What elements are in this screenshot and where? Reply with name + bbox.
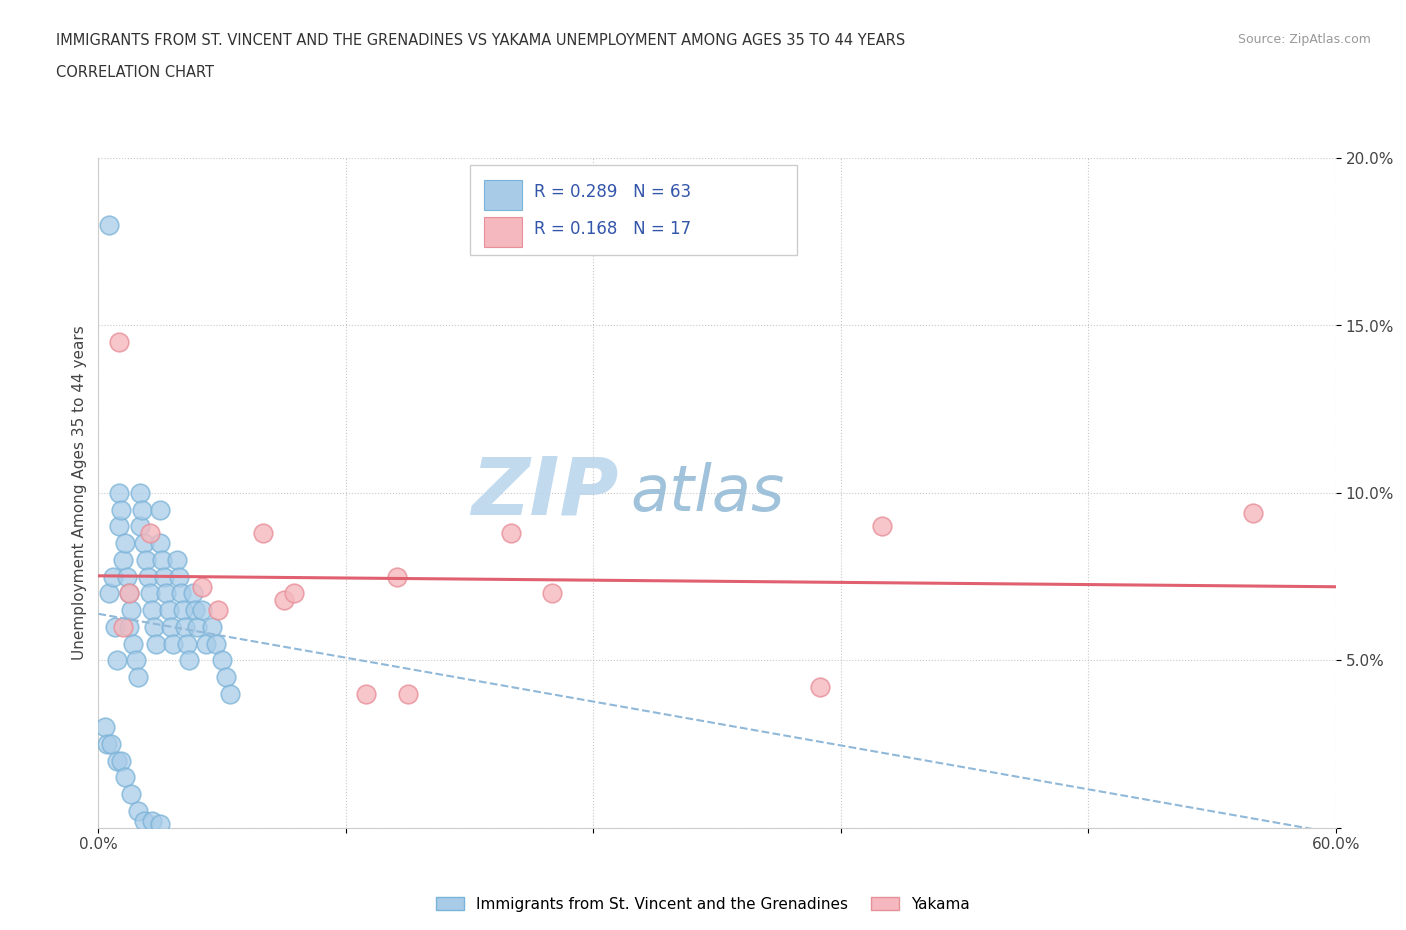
Point <box>114 770 136 785</box>
Point <box>153 569 176 584</box>
Point <box>172 603 194 618</box>
Point <box>159 619 181 634</box>
Point <box>149 817 172 831</box>
Point <box>176 636 198 651</box>
Point <box>541 586 564 601</box>
Point <box>132 536 155 551</box>
Point <box>128 519 150 534</box>
Point <box>149 536 172 551</box>
Point <box>174 619 197 634</box>
Point <box>179 653 201 668</box>
Point <box>122 636 145 651</box>
Point <box>150 552 173 567</box>
Point <box>118 586 141 601</box>
Point <box>252 525 274 540</box>
Text: Source: ZipAtlas.com: Source: ZipAtlas.com <box>1237 33 1371 46</box>
Point <box>211 653 233 668</box>
Point <box>215 670 238 684</box>
Point <box>110 753 132 768</box>
Point <box>120 787 142 802</box>
Point <box>499 525 522 540</box>
Point <box>139 586 162 601</box>
Point <box>167 569 190 584</box>
Point <box>101 569 124 584</box>
Point <box>356 686 378 701</box>
Point <box>387 569 409 584</box>
FancyBboxPatch shape <box>470 165 797 255</box>
Point <box>112 619 135 634</box>
Point <box>186 619 208 634</box>
Point <box>127 670 149 684</box>
Legend: Immigrants from St. Vincent and the Grenadines, Yakama: Immigrants from St. Vincent and the Gren… <box>430 890 976 918</box>
Point <box>110 502 132 517</box>
Text: CORRELATION CHART: CORRELATION CHART <box>56 65 214 80</box>
Point <box>104 619 127 634</box>
Point <box>870 519 893 534</box>
Point <box>114 536 136 551</box>
Point <box>135 552 157 567</box>
Bar <box>485 217 522 247</box>
Point <box>143 619 166 634</box>
Text: ZIP: ZIP <box>471 454 619 532</box>
Point <box>117 569 139 584</box>
Text: R = 0.168   N = 17: R = 0.168 N = 17 <box>534 220 692 238</box>
Point <box>141 814 163 829</box>
Point <box>120 603 142 618</box>
Point <box>149 502 172 517</box>
Point <box>100 737 122 751</box>
Bar <box>485 179 522 209</box>
Point <box>145 636 167 651</box>
Point <box>283 586 305 601</box>
Point <box>190 579 212 594</box>
Point <box>219 686 242 701</box>
Text: atlas: atlas <box>630 462 785 524</box>
Point <box>157 603 180 618</box>
Point <box>136 569 159 584</box>
Point <box>112 552 135 567</box>
Point <box>808 680 831 695</box>
Point <box>118 619 141 634</box>
Point <box>181 586 204 601</box>
Point <box>184 603 207 618</box>
Text: R = 0.289   N = 63: R = 0.289 N = 63 <box>534 183 692 201</box>
Point <box>396 686 419 701</box>
Point <box>190 603 212 618</box>
Point <box>207 603 229 618</box>
Point <box>141 603 163 618</box>
Point <box>128 485 150 500</box>
Point <box>108 519 131 534</box>
Point <box>96 737 118 751</box>
Point <box>93 720 115 735</box>
Point <box>127 804 149 818</box>
Point <box>131 502 153 517</box>
Point <box>105 653 128 668</box>
Point <box>97 586 120 601</box>
Point <box>108 485 131 500</box>
Y-axis label: Unemployment Among Ages 35 to 44 years: Unemployment Among Ages 35 to 44 years <box>72 326 87 660</box>
Point <box>97 218 120 232</box>
Point <box>194 636 217 651</box>
Point <box>105 753 128 768</box>
Point <box>205 636 228 651</box>
Point <box>155 586 177 601</box>
Point <box>162 636 184 651</box>
Point <box>201 619 224 634</box>
Point <box>108 335 131 350</box>
Text: IMMIGRANTS FROM ST. VINCENT AND THE GRENADINES VS YAKAMA UNEMPLOYMENT AMONG AGES: IMMIGRANTS FROM ST. VINCENT AND THE GREN… <box>56 33 905 47</box>
Point <box>132 814 155 829</box>
Point <box>139 525 162 540</box>
Point <box>166 552 188 567</box>
Point <box>273 592 295 607</box>
Point <box>124 653 146 668</box>
Point <box>118 586 141 601</box>
Point <box>170 586 193 601</box>
Point <box>1241 506 1264 521</box>
